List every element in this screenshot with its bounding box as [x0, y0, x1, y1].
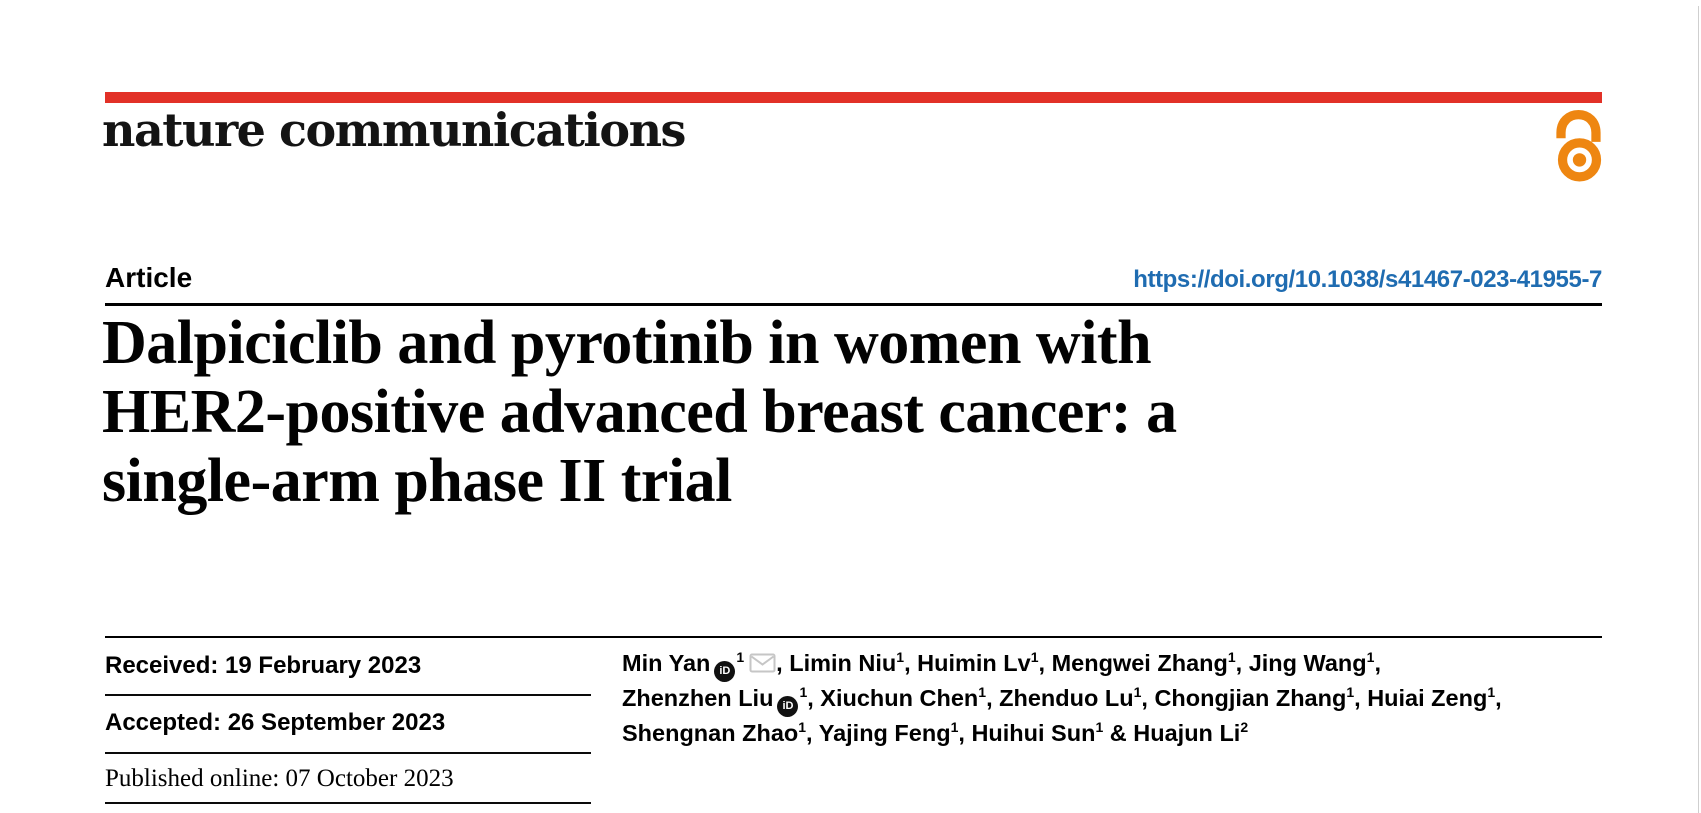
title-separator-rule	[105, 636, 1602, 638]
author-affiliation-sup: 1	[798, 719, 807, 735]
accepted-date: Accepted: 26 September 2023	[105, 709, 446, 736]
author-line: Min Yan iD1, Limin Niu1, Huimin Lv1, Meng…	[622, 646, 1622, 682]
author-name: Mengwei Zhang	[1051, 650, 1228, 676]
orcid-icon: iD	[714, 661, 736, 682]
received-date: Received: 19 February 2023	[105, 652, 422, 679]
author-affiliation-sup: 1	[1095, 719, 1104, 735]
article-title: Dalpiciclib and pyrotinib in women with …	[102, 309, 1592, 516]
author-affiliation-sup: 1	[950, 719, 959, 735]
article-type-label: Article	[105, 262, 193, 293]
author-name: Chongjian Zhang	[1154, 685, 1347, 711]
author-affiliation-sup: 1	[978, 684, 987, 700]
author-affiliation-sup: 1	[1366, 649, 1375, 665]
author-affiliation-sup: 1	[1227, 649, 1236, 665]
article-title-line-1: Dalpiciclib and pyrotinib in women with	[102, 309, 1152, 377]
author-affiliation-sup: 2	[1240, 719, 1249, 735]
envelope-icon	[749, 652, 776, 678]
nature-communications-logo: nature communications	[102, 103, 686, 157]
author-affiliation-sup: 1	[1346, 684, 1355, 700]
author-name: Zhenduo Lu	[999, 685, 1134, 711]
author-line: Shengnan Zhao1, Yajing Feng1, Huihui Sun…	[622, 719, 1249, 746]
author-name: Xiuchun Chen	[820, 685, 979, 711]
open-access-icon	[1555, 109, 1603, 187]
author-name: Huiai Zeng	[1367, 685, 1488, 711]
author-name: Min Yan	[622, 650, 711, 676]
article-title-line-2: HER2-positive advanced breast cancer: a	[102, 378, 1177, 446]
author-name: Jing Wang	[1248, 650, 1367, 676]
date-rule	[105, 802, 591, 804]
orcid-icon: iD	[777, 696, 799, 717]
author-affiliation-sup: 1	[896, 649, 905, 665]
article-title-line-3: single-arm phase II trial	[102, 447, 732, 515]
author-affiliation-sup: 1	[736, 649, 745, 665]
page-edge-divider	[1698, 6, 1699, 813]
doi-link[interactable]: https://doi.org/10.1038/s41467-023-41955…	[1133, 266, 1602, 293]
author-name: Huajun Li	[1133, 720, 1241, 746]
author-name: Yajing Feng	[818, 720, 951, 746]
journal-accent-bar	[105, 92, 1602, 103]
header-rule	[105, 303, 1602, 306]
author-name: Huihui Sun	[971, 720, 1096, 746]
author-affiliation-sup: 1	[1030, 649, 1039, 665]
date-rule	[105, 752, 591, 754]
published-online-date: Published online: 07 October 2023	[105, 765, 454, 792]
author-line: Zhenzhen Liu iD1, Xiuchun Chen1, Zhenduo …	[622, 681, 1622, 717]
author-name: Limin Niu	[789, 650, 897, 676]
author-list: Min Yan iD1, Limin Niu1, Huimin Lv1, Meng…	[622, 646, 1622, 751]
author-name: Zhenzhen Liu	[622, 685, 774, 711]
author-affiliation-sup: 1	[1487, 684, 1496, 700]
author-affiliation-sup: 1	[799, 684, 808, 700]
author-name: Huimin Lv	[917, 650, 1031, 676]
author-affiliation-sup: 1	[1133, 684, 1142, 700]
author-name: Shengnan Zhao	[622, 720, 799, 746]
date-rule	[105, 694, 591, 696]
